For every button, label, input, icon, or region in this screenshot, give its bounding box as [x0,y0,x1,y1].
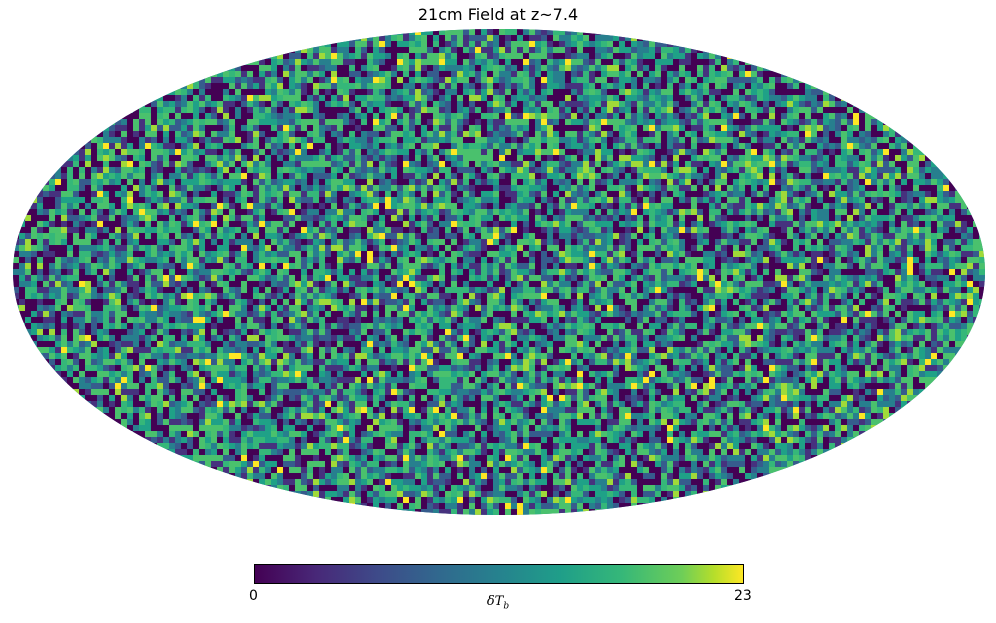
colorbar [254,564,744,584]
chart-title: 21cm Field at z~7.4 [417,5,579,24]
colorbar-label-subscript: b [503,601,510,612]
colorbar-max-label: 23 [734,588,752,604]
mollweide-sky-map [13,29,985,515]
colorbar-label-symbol: δT [486,594,504,609]
colorbar-label: δTb [0,594,996,612]
noise-field [13,29,985,515]
colorbar-min-label: 0 [249,588,258,604]
